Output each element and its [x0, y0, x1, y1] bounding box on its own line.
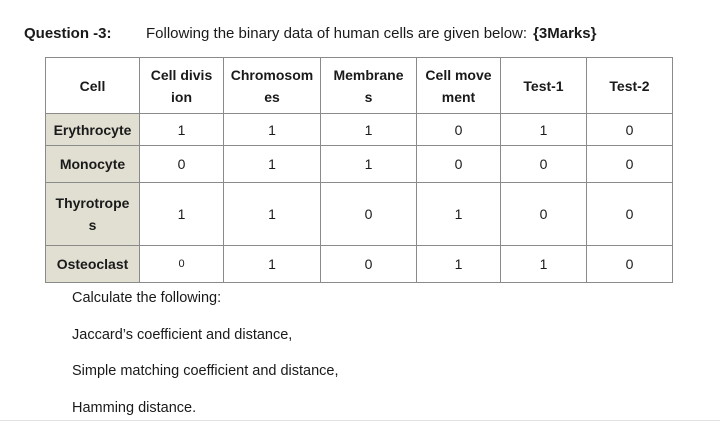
table-row: Thyrotrope s 1 1 0 1 0 0 — [45, 182, 673, 246]
header-cell-division: Cell divis ion — [139, 57, 224, 114]
table-cell: 0 — [500, 145, 587, 183]
table-cell: 0 — [320, 245, 417, 283]
instruction-line: Simple matching coefficient and distance… — [72, 363, 339, 379]
table-cell: 0 — [416, 113, 501, 146]
header-membranes: Membrane s — [320, 57, 417, 114]
question-marks: {3Marks} — [533, 25, 597, 42]
table-cell: 1 — [416, 182, 501, 246]
row-label: Thyrotrope s — [45, 182, 140, 246]
table-row: Osteoclast 0 1 0 1 1 0 — [45, 245, 673, 283]
table-header-row: Cell Cell divis ion Chromosom es Membran… — [45, 57, 673, 114]
table-cell: 1 — [320, 113, 417, 146]
table-cell: 0 — [586, 245, 673, 283]
table-cell: 0 — [586, 145, 673, 183]
instructions: Calculate the following: Jaccard’s coeff… — [72, 288, 339, 429]
table-cell: 1 — [139, 113, 224, 146]
table-cell: 1 — [416, 245, 501, 283]
table-cell: 0 — [416, 145, 501, 183]
table-cell: 0 — [586, 113, 673, 146]
row-label: Osteoclast — [45, 245, 140, 283]
table-cell: 0 — [139, 145, 224, 183]
table-cell: 0 — [586, 182, 673, 246]
header-cell-movement: Cell move ment — [416, 57, 501, 114]
binary-data-table: Cell Cell divis ion Chromosom es Membran… — [45, 57, 673, 283]
table-cell: 1 — [139, 182, 224, 246]
table-cell: 1 — [320, 145, 417, 183]
table-cell: 0 — [500, 182, 587, 246]
table-cell: 0 — [139, 245, 224, 283]
question-text: Following the binary data of human cells… — [146, 25, 528, 42]
header-test-1: Test-1 — [500, 57, 587, 114]
table-cell: 1 — [223, 245, 321, 283]
instruction-line: Jaccard’s coefficient and distance, — [72, 326, 293, 343]
instruction-line: Hamming distance. — [72, 399, 197, 416]
header-cell: Cell — [45, 57, 140, 114]
instruction-line: Calculate the following: — [72, 290, 222, 306]
table-row: Erythrocyte 1 1 1 0 1 0 — [45, 113, 673, 146]
question-line: Question -3: Following the binary data of… — [24, 25, 596, 42]
table-row: Monocyte 0 1 1 0 0 0 — [45, 145, 673, 183]
table-cell: 0 — [320, 182, 417, 246]
row-label: Monocyte — [45, 145, 140, 183]
table-cell: 1 — [500, 245, 587, 283]
table-cell: 1 — [223, 145, 321, 183]
table-cell: 1 — [223, 113, 321, 146]
header-chromosomes: Chromosom es — [223, 57, 321, 114]
divider — [0, 420, 720, 421]
question-label: Question -3: — [24, 25, 112, 42]
table-cell: 1 — [223, 182, 321, 246]
header-test-2: Test-2 — [586, 57, 673, 114]
row-label: Erythrocyte — [45, 113, 140, 146]
table-cell: 1 — [500, 113, 587, 146]
